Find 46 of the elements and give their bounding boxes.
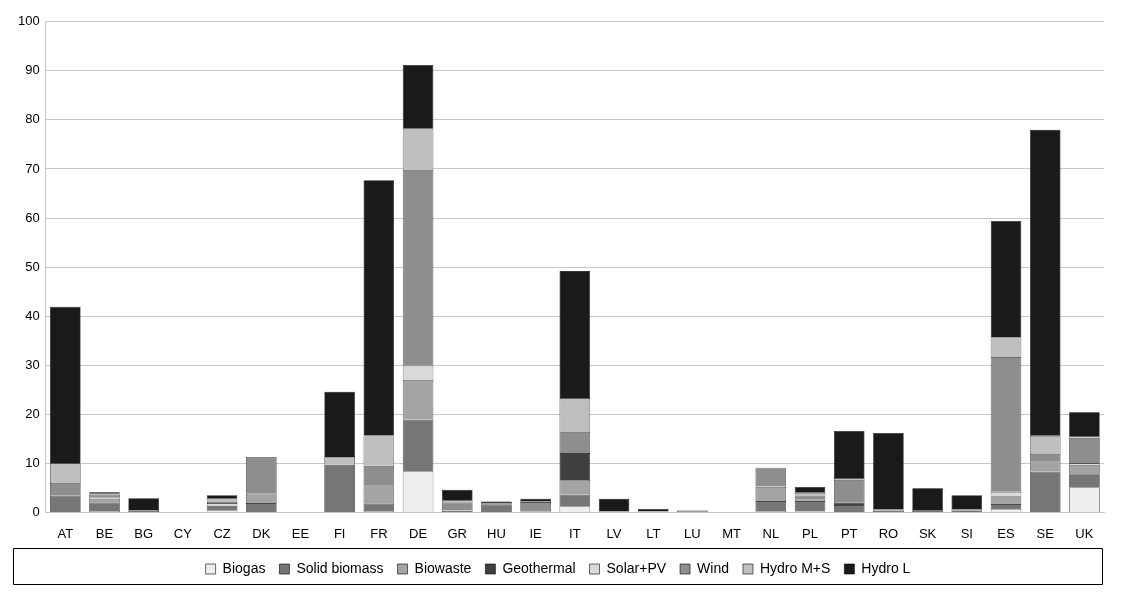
x-tick-label: CY	[173, 525, 193, 541]
x-tick-label: BE	[95, 525, 114, 541]
y-tick-label: 10	[25, 454, 40, 470]
y-tick-label: 30	[25, 356, 40, 372]
y-tick-label: 80	[25, 111, 40, 127]
legend-label: Solid biomass	[296, 559, 384, 576]
legend-label: Hydro M+S	[759, 559, 831, 576]
x-tick-label: FR	[370, 525, 388, 541]
legend-label: Geothermal	[502, 559, 576, 576]
legend-label: Biowaste	[414, 559, 472, 576]
legend-label: Wind	[697, 559, 729, 576]
y-tick-label: 50	[25, 258, 40, 274]
x-tick-label: RO	[878, 525, 899, 541]
x-tick-label: LT	[646, 525, 661, 541]
y-tick-label: 0	[32, 503, 40, 519]
x-tick-label: SI	[960, 525, 973, 541]
legend-label: Solar+PV	[606, 559, 667, 576]
x-tick-label: MT	[722, 525, 742, 541]
x-tick-label: SE	[1036, 525, 1055, 541]
y-tick-label: 60	[25, 209, 40, 225]
y-tick-label: 40	[25, 307, 40, 323]
y-tick-label: 20	[25, 405, 40, 421]
x-tick-label: CZ	[213, 525, 231, 541]
x-tick-label: LV	[606, 525, 622, 541]
x-tick-label: FI	[333, 525, 346, 541]
legend-label: Biogas	[222, 559, 266, 576]
x-tick-label: DK	[252, 525, 271, 541]
x-tick-label: NL	[762, 525, 780, 541]
x-tick-label: AT	[57, 525, 74, 541]
x-tick-label: HU	[487, 525, 506, 541]
x-tick-label: UK	[1075, 525, 1094, 541]
x-tick-label: ES	[997, 525, 1016, 541]
x-tick-label: BG	[134, 525, 154, 541]
x-tick-label: DE	[409, 525, 428, 541]
x-tick-label: GR	[447, 525, 467, 541]
y-tick-label: 70	[25, 160, 40, 176]
x-tick-label: PT	[840, 525, 858, 541]
x-tick-label: PL	[802, 525, 818, 541]
x-tick-label: IE	[529, 525, 543, 541]
legend-label: Hydro L	[861, 559, 911, 576]
x-tick-label: EE	[291, 525, 310, 541]
x-tick-label: IT	[569, 525, 581, 541]
x-tick-label: SK	[918, 525, 937, 541]
x-tick-label: LU	[684, 525, 701, 541]
y-tick-label: 100	[17, 13, 40, 29]
y-tick-label: 90	[25, 62, 40, 78]
